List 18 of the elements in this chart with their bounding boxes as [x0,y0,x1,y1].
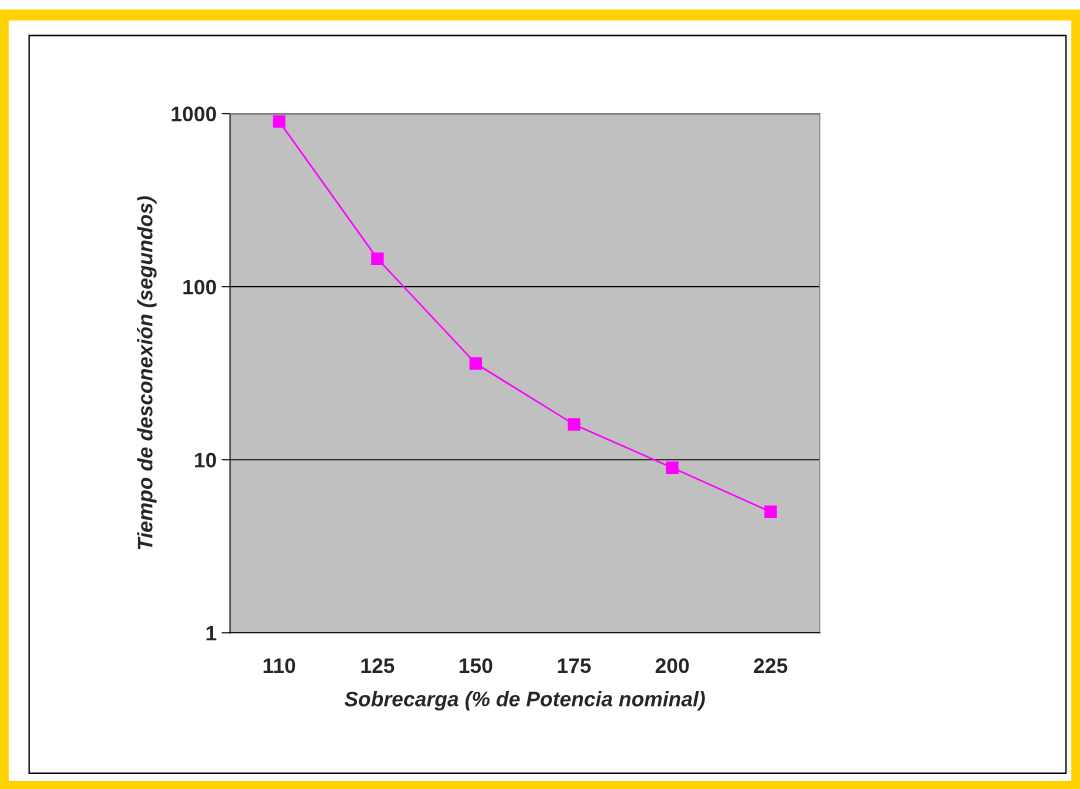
y-tick-label: 1 [206,625,217,641]
point [371,252,384,265]
point [567,418,581,431]
y-axis-title: Tiempo de desconexión (segundos) [137,196,157,550]
point [764,505,777,519]
x-tick-label: 200 [655,658,689,674]
point [666,461,679,474]
point [469,357,482,370]
y-tick-label: 100 [183,279,216,295]
x-tick-label: 110 [263,658,296,674]
y-tick-label: 10 [194,452,216,468]
x-tick-label: 175 [557,658,591,674]
x-tick-label: 225 [753,658,788,674]
x-tick-label: 125 [361,658,395,674]
x-axis-title: Sobrecarga (% de Potencia nominal) [344,691,705,711]
x-tick-label: 150 [459,658,493,674]
point [272,115,286,128]
y-tick-label: 1000 [171,106,216,122]
